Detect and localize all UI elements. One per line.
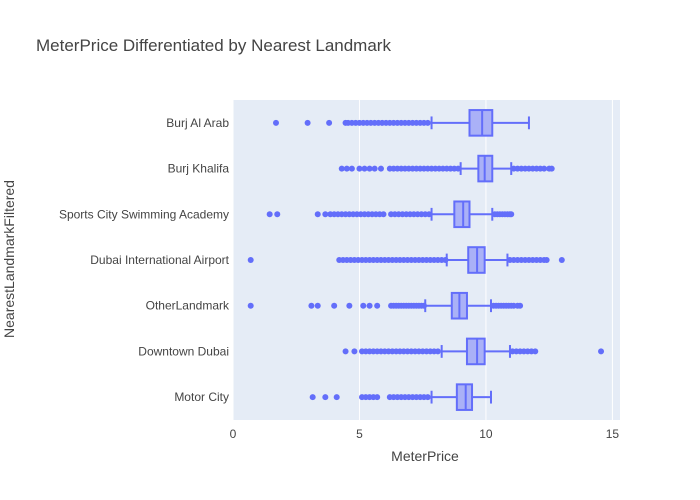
iqr-box (468, 109, 494, 137)
iqr-box (465, 337, 486, 366)
box-sports-city-swimming-academy (266, 200, 515, 229)
outlier-point (380, 211, 387, 218)
outlier-point (434, 348, 441, 355)
outlier-point (273, 119, 279, 126)
outlier-point (532, 348, 539, 355)
x-axis-title: MeterPrice (391, 448, 459, 464)
box-burj-khalifa (338, 154, 555, 183)
outlier-point (426, 211, 433, 218)
outlier-point (343, 165, 350, 172)
chart-title: MeterPrice Differentiated by Nearest Lan… (36, 36, 391, 55)
outlier-point (342, 348, 349, 355)
outlier-point (333, 394, 340, 401)
outlier-point (338, 165, 345, 172)
x-tick-label-5: 5 (356, 427, 363, 441)
outlier-point (366, 302, 373, 309)
y-tick-label-burj-al-arab: Burj Al Arab (166, 116, 229, 130)
outlier-point (322, 211, 329, 218)
outlier-point (326, 119, 333, 126)
outlier-point (548, 165, 555, 172)
outlier-point (361, 165, 368, 172)
outlier-point (331, 302, 338, 309)
outlier-point (266, 211, 273, 218)
box-series (247, 109, 605, 411)
outlier-point (374, 302, 381, 309)
x-axis-ticks: 0 5 10 15 (230, 427, 620, 441)
iqr-box (455, 383, 474, 411)
x-tick-label-0: 0 (230, 427, 237, 441)
outlier-point (314, 302, 321, 309)
outlier-point (543, 257, 550, 263)
outlier-point (508, 211, 515, 218)
y-tick-label-downtown-dubai: Downtown Dubai (138, 344, 229, 358)
y-tick-label-dubai-international-airport: Dubai International Airport (90, 253, 229, 267)
outlier-point (598, 348, 605, 355)
x-tick-label-10: 10 (479, 427, 493, 441)
outlier-point (309, 394, 316, 401)
box-otherlandmark (247, 291, 524, 320)
box-motor-city (309, 383, 492, 411)
outlier-point (314, 211, 321, 218)
y-tick-label-burj-khalifa: Burj Khalifa (168, 162, 230, 176)
outlier-point (304, 119, 311, 126)
outlier-point (348, 165, 355, 172)
x-tick-label-15: 15 (606, 427, 620, 441)
outlier-point (247, 257, 254, 263)
outlier-point (351, 348, 358, 355)
outlier-point (377, 165, 384, 172)
outlier-point (366, 165, 373, 172)
y-tick-label-otherlandmark: OtherLandmark (146, 299, 230, 313)
outlier-point (247, 302, 254, 309)
iqr-box (453, 200, 471, 229)
outlier-point (274, 211, 281, 218)
outlier-point (558, 257, 565, 263)
box-dubai-international-airport (247, 246, 565, 274)
y-tick-label-sports-city-swimming-academy: Sports City Swimming Academy (59, 207, 229, 221)
y-axis-title: NearestLandmarkFiltered (1, 180, 17, 338)
outlier-point (455, 165, 462, 172)
outlier-point (374, 394, 381, 401)
outlier-point (541, 165, 548, 172)
outlier-point (424, 119, 431, 126)
y-axis-ticks: Burj Al Arab Burj Khalifa Sports City Swim… (59, 116, 230, 404)
outlier-point (346, 302, 353, 309)
y-tick-label-motor-city: Motor City (174, 390, 229, 404)
outlier-point (308, 302, 315, 309)
outlier-point (424, 394, 431, 401)
outlier-point (517, 302, 524, 309)
outlier-point (356, 165, 363, 172)
box-burj-al-arab (273, 109, 530, 137)
outlier-point (322, 394, 329, 401)
outlier-point (371, 165, 378, 172)
outlier-point (360, 302, 367, 309)
box-downtown-dubai (342, 337, 605, 366)
